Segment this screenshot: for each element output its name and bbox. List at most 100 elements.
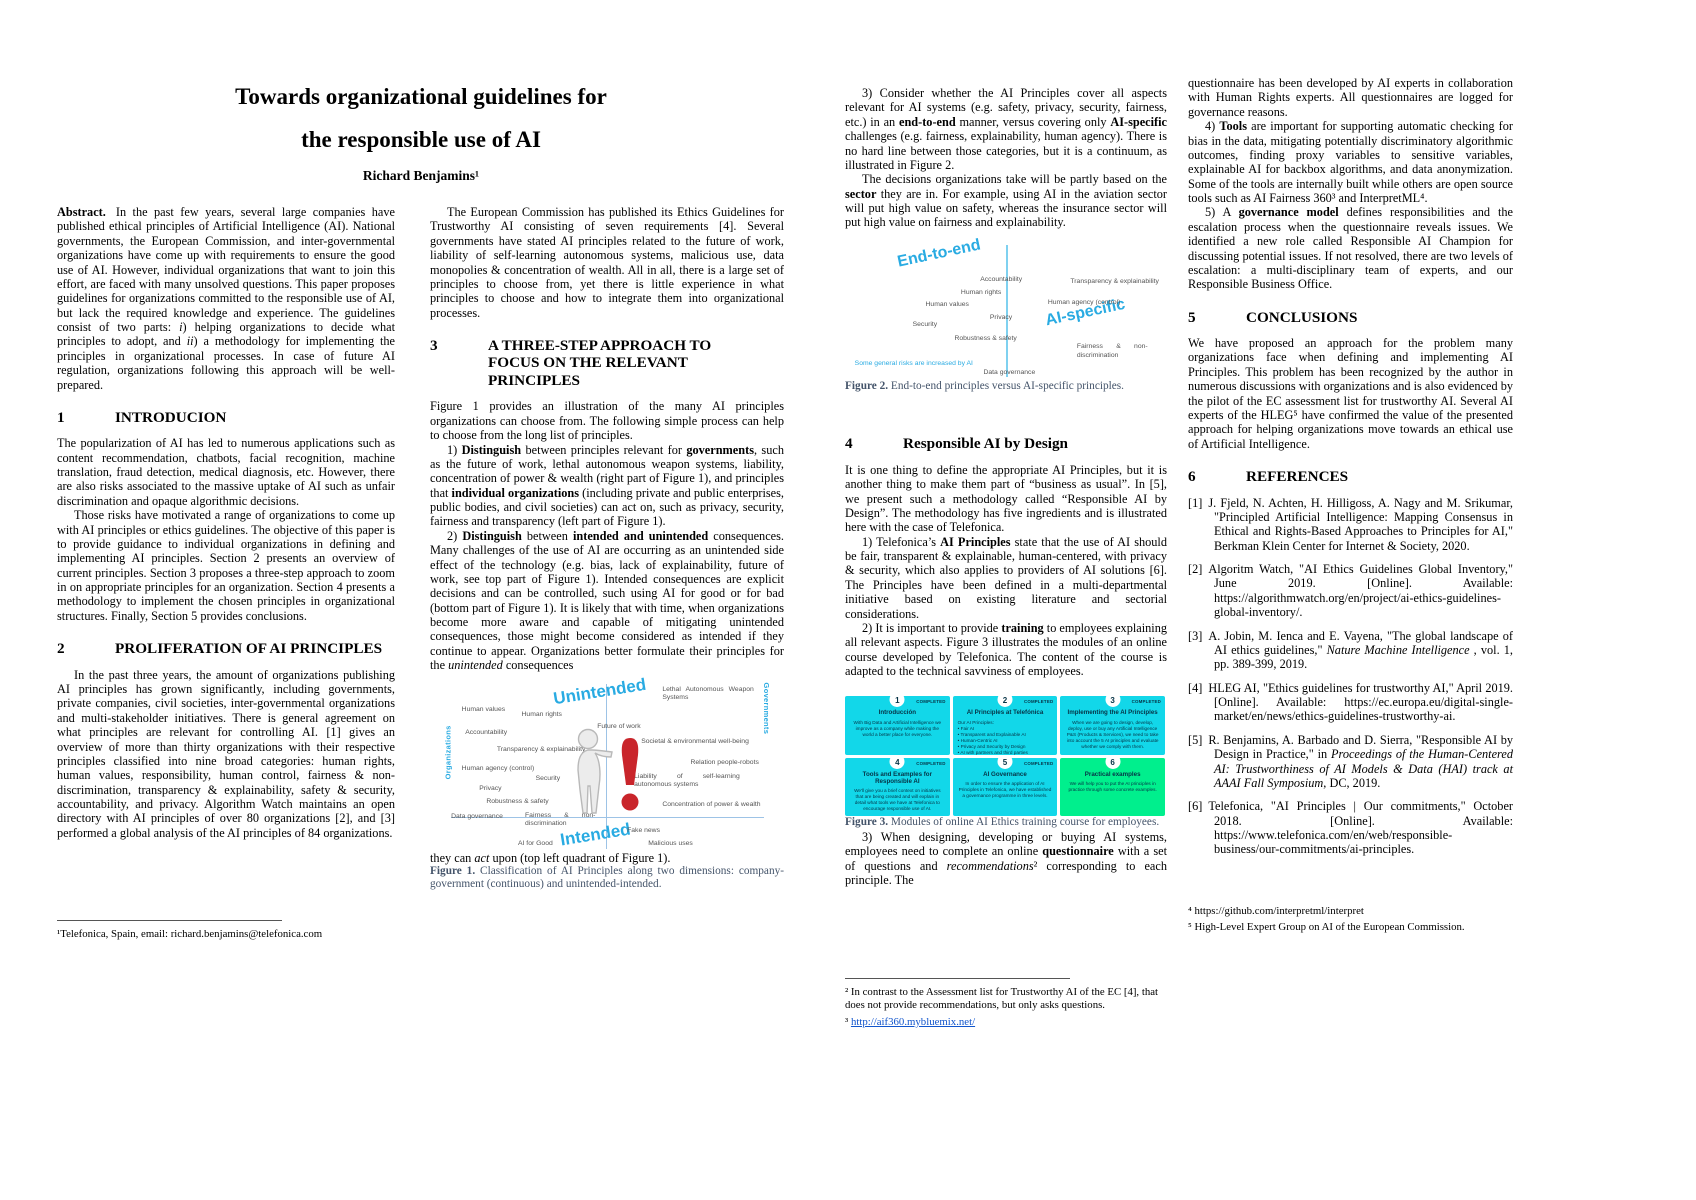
section-number: 1	[57, 408, 65, 426]
footnote-area-right-col1: ² In contrast to the Assessment list for…	[845, 978, 1167, 1032]
section-title: CONCLUSIONS	[1246, 308, 1358, 326]
figure-2: End-to-end AI-specific Accountability Hu…	[845, 236, 1167, 380]
abstract-text: In the past few years, several large com…	[57, 205, 396, 392]
paragraph: 1) Telefonica’s AI Principles state that…	[845, 534, 1167, 621]
paragraph: 3) When designing, developing or buying …	[845, 829, 1167, 888]
figure-label: Human values	[925, 301, 969, 309]
figure-label: Concentration of power & wealth	[662, 801, 761, 809]
figure-3: 1 COMPLETED Introducción With Big Data a…	[845, 696, 1165, 817]
author-name: Richard Benjamins¹	[362, 168, 480, 183]
paper-title-line2: the responsible use of AI	[301, 127, 541, 152]
section-6-heading: 6 REFERENCES	[1188, 468, 1513, 485]
reference-item: [1] J. Fjeld, N. Achten, H. Hilligoss, A.…	[1188, 495, 1513, 553]
section-title: PROLIFERATION OF AI PRINCIPLES	[115, 640, 383, 658]
course-module-card: 4 COMPLETED Tools and Examples for Respo…	[845, 757, 950, 817]
paragraph: Those risks have motivated a range of or…	[57, 508, 395, 623]
module-number-badge: 1	[889, 696, 905, 708]
figure2-continuum-axis	[1006, 245, 1008, 377]
left-page-column-2: The European Commission has published it…	[430, 205, 784, 892]
caption-label: Figure 1.	[430, 864, 476, 877]
paragraph: 4) Tools are important for supporting au…	[1188, 119, 1513, 205]
figure-label: Human rights	[960, 288, 1002, 296]
aif360-link[interactable]: http://aif360.mybluemix.net/	[850, 1015, 976, 1028]
footnote-5: ⁵ High-Level Expert Group on AI of the E…	[1188, 921, 1465, 934]
module-title: AI Governance	[983, 770, 1027, 778]
paragraph: The decisions organizations take will be…	[845, 172, 1167, 230]
reference-item: [6] Telefonica, "AI Principles | Our comm…	[1188, 799, 1513, 857]
figure1-quadrant-unintended: Unintended	[552, 675, 648, 709]
figure2-end-to-end-label: End-to-end	[895, 236, 982, 271]
figure-label: Transparency & explainability	[1070, 277, 1159, 285]
paragraph: We have proposed an approach for the pro…	[1188, 336, 1513, 451]
figure-label: Robustness & safety	[954, 334, 1017, 342]
figure-label: Fake news	[627, 826, 660, 834]
figure-1: Unintended Intended Organizations Govern…	[430, 675, 782, 849]
module-description: Our AI Principles: • Fair AI • Transpare…	[957, 719, 1028, 755]
figure-label: Human agency (control)	[1047, 298, 1121, 306]
paragraph: It is one thing to define the appropriat…	[845, 462, 1167, 535]
right-page-column-1: 3) Consider whether the AI Principles co…	[845, 86, 1167, 887]
course-module-card: 6 Practical examples We will help you to…	[1060, 757, 1165, 817]
reference-item: [4] HLEG AI, "Ethics guidelines for trust…	[1188, 680, 1513, 724]
paper-title-line1: Towards organizational guidelines for	[235, 84, 607, 109]
figure-label: Data governance	[451, 813, 503, 821]
footnote-area-left: ¹Telefonica, Spain, email: richard.benja…	[57, 920, 395, 944]
figure2-note: Some general risks are increased by AI	[854, 360, 973, 368]
figure-label: Security	[535, 774, 561, 782]
figure-label: Transparency & explainability	[496, 746, 586, 754]
paragraph: they can act upon (top left quadrant of …	[430, 850, 671, 865]
paragraph: 2) It is important to provide training t…	[845, 620, 1167, 679]
paragraph: questionnaire has been developed by AI e…	[1188, 76, 1513, 119]
paragraph: In the past three years, the amount of o…	[57, 667, 395, 840]
abstract-label: Abstract.	[57, 205, 106, 219]
module-status-badge: COMPLETED	[916, 699, 946, 705]
figure-label: Robustness & safety	[486, 798, 549, 806]
section-number: 5	[1188, 308, 1196, 326]
person-figure-icon	[571, 728, 615, 819]
module-number-badge: 2	[997, 696, 1013, 708]
module-title: Tools and Examples for Responsible AI	[862, 770, 932, 786]
paragraph: 2) Distinguish between intended and unin…	[430, 528, 784, 673]
module-number-badge: 3	[1105, 696, 1121, 708]
module-status-badge: COMPLETED	[1023, 760, 1054, 766]
footnote-rule	[57, 920, 282, 921]
footnote-2: ² In contrast to the Assessment list for…	[845, 986, 1159, 1012]
course-module-card: 2 COMPLETED AI Principles at Telefónica …	[952, 696, 1058, 755]
module-description: When we are going to design, develop, de…	[1066, 719, 1159, 749]
module-description: With Big Data and Artificial Intelligenc…	[853, 719, 942, 737]
module-number-badge: 4	[889, 757, 905, 769]
figure-1-caption: Figure 1. Classification of AI Principle…	[430, 864, 785, 891]
footnote-3: ³ http://aif360.mybluemix.net/	[845, 1015, 976, 1028]
module-title: Implementing the AI Principles	[1067, 709, 1158, 717]
figure-label: Lethal Autonomous Weapon Systems	[662, 685, 754, 701]
reference-item: [2] Algoritm Watch, "AI Ethics Guidelines…	[1188, 562, 1513, 620]
module-description: We'll give you a brief context on initia…	[854, 788, 941, 812]
paragraph: Figure 1 provides an illustration of the…	[430, 399, 784, 443]
figure1-vertical-axis	[606, 683, 607, 849]
course-module-card: 3 COMPLETED Implementing the AI Principl…	[1060, 696, 1165, 755]
figure-label: Accountability	[465, 729, 508, 737]
module-description: In order to ensure the application of AI…	[958, 781, 1052, 799]
section-title: REFERENCES	[1246, 468, 1349, 486]
right-page-column-2: questionnaire has been developed by AI e…	[1188, 76, 1513, 866]
figure-label: Fairness & non-discrimination	[1076, 343, 1148, 359]
figure-label: Privacy	[479, 784, 502, 792]
figure-label: Data governance	[983, 368, 1036, 376]
section-title: Responsible AI by Design	[903, 435, 1068, 453]
paragraph: The popularization of AI has led to nume…	[57, 436, 395, 508]
paragraph: 1) Distinguish between principles releva…	[430, 442, 785, 529]
figure-label: Relation people-robots	[690, 759, 759, 767]
section-2-heading: 2 PROLIFERATION OF AI PRINCIPLES	[57, 640, 395, 657]
figure-label: Human rights	[521, 710, 562, 718]
module-number-badge: 6	[1105, 757, 1121, 769]
section-number: 6	[1188, 468, 1196, 486]
figure-label: Fairness & non-discrimination	[525, 811, 596, 827]
figure1-axis-governments: Governments	[762, 682, 772, 735]
section-number: 2	[57, 640, 65, 658]
module-status-badge: COMPLETED	[1023, 699, 1054, 705]
figure-label: Security	[912, 320, 938, 328]
figure-label: Societal & environmental well-being	[641, 737, 749, 745]
course-module-card: 1 COMPLETED Introducción With Big Data a…	[845, 696, 950, 755]
section-1-heading: 1 INTRODUCION	[57, 409, 395, 426]
